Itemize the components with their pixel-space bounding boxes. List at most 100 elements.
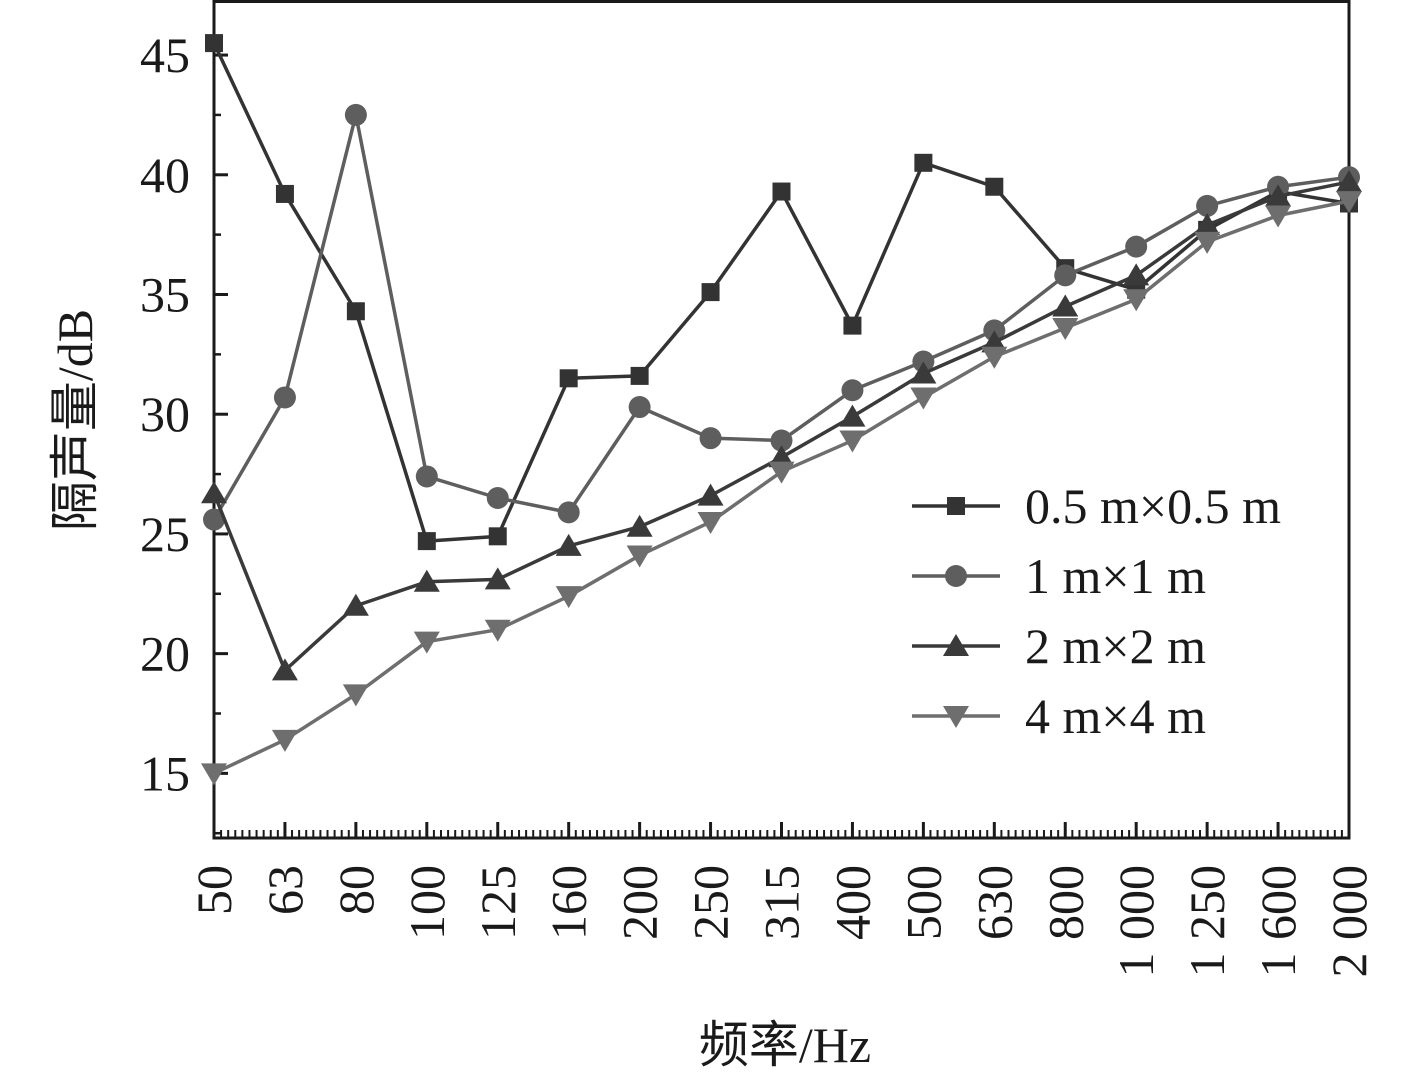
data-point xyxy=(630,366,649,385)
x-tick-label: 400 xyxy=(824,865,880,940)
x-tick-label: 125 xyxy=(470,865,526,940)
x-tick-label: 63 xyxy=(257,865,313,915)
data-point xyxy=(910,361,937,384)
data-point xyxy=(415,465,438,488)
data-point xyxy=(413,569,440,592)
x-tick-label: 250 xyxy=(683,865,739,940)
data-point xyxy=(203,508,225,531)
data-point xyxy=(488,527,507,546)
data-point xyxy=(205,34,223,53)
y-tick-label: 40 xyxy=(140,147,190,203)
legend-label: 2 m×2 m xyxy=(1025,618,1206,674)
data-point xyxy=(772,182,791,201)
data-point xyxy=(1123,289,1150,312)
legend-marker xyxy=(943,634,969,656)
data-point xyxy=(839,404,866,427)
data-point xyxy=(1336,169,1362,192)
y-tick-label: 30 xyxy=(140,386,190,442)
data-point xyxy=(201,763,227,786)
legend: 0.5 m×0.5 m 1 m×1 m 2 m×2 m 4 m×4 m xyxy=(912,478,1281,744)
x-tick-label: 160 xyxy=(541,865,597,940)
legend-label: 4 m×4 m xyxy=(1025,688,1206,744)
data-point xyxy=(346,302,365,321)
legend-item: 4 m×4 m xyxy=(912,688,1206,744)
x-axis-label: 频率/Hz xyxy=(699,1017,871,1072)
data-point xyxy=(1052,294,1079,317)
data-point xyxy=(344,103,367,126)
data-point xyxy=(1265,205,1292,228)
data-point xyxy=(626,514,653,537)
data-point xyxy=(417,532,436,551)
legend-marker xyxy=(945,565,967,587)
legend-item: 1 m×1 m xyxy=(912,548,1206,604)
data-point xyxy=(271,658,298,681)
data-point xyxy=(484,567,511,590)
data-point xyxy=(484,619,511,642)
x-tick-label: 100 xyxy=(399,865,455,940)
x-tick-label: 80 xyxy=(328,865,384,915)
data-point xyxy=(841,379,864,402)
data-point xyxy=(628,396,651,419)
legend-marker xyxy=(947,497,965,515)
data-point xyxy=(770,429,793,452)
y-tick-label: 15 xyxy=(140,745,190,801)
data-point xyxy=(910,387,937,410)
data-point xyxy=(981,346,1008,369)
y-axis-label: 隔声量/dB xyxy=(47,309,103,531)
x-tick-label: 500 xyxy=(895,865,951,940)
x-tick-label: 1 250 xyxy=(1179,865,1235,978)
data-point xyxy=(1336,191,1362,214)
x-tick-label: 2 000 xyxy=(1321,865,1377,978)
y-tick-label: 45 xyxy=(140,27,190,83)
series-2 xyxy=(203,103,1360,531)
data-point xyxy=(271,729,298,752)
x-tick-label: 800 xyxy=(1037,865,1093,940)
data-point xyxy=(413,631,440,654)
data-point xyxy=(914,153,933,172)
y-tick-label: 20 xyxy=(140,626,190,682)
data-point xyxy=(342,684,369,707)
data-point xyxy=(1265,184,1292,207)
axis-ticks: 15 20 25 30 35 40 45 50 63 80 100 125 160 200 250 315 40… xyxy=(140,27,1377,977)
data-point xyxy=(1196,194,1219,217)
data-point xyxy=(555,533,582,556)
data-point xyxy=(555,586,582,609)
series-group xyxy=(201,34,1362,786)
data-point xyxy=(559,369,578,388)
x-tick-label: 630 xyxy=(966,865,1022,940)
data-point xyxy=(839,430,866,453)
x-tick-label: 1 600 xyxy=(1250,865,1306,978)
data-point xyxy=(699,427,722,450)
data-point xyxy=(697,511,724,534)
legend-label: 0.5 m×0.5 m xyxy=(1025,478,1281,534)
data-point xyxy=(342,593,369,616)
data-point xyxy=(985,177,1004,196)
x-tick-label: 200 xyxy=(612,865,668,940)
legend-item: 0.5 m×0.5 m xyxy=(912,478,1281,534)
y-tick-label: 35 xyxy=(140,266,190,322)
series-3 xyxy=(201,169,1362,681)
data-point xyxy=(768,461,795,484)
data-point xyxy=(1125,235,1148,258)
data-point xyxy=(557,501,580,524)
data-point xyxy=(626,545,653,568)
data-point xyxy=(486,487,509,510)
data-point xyxy=(697,483,724,506)
x-tick-label: 1 000 xyxy=(1108,865,1164,978)
data-point xyxy=(1123,263,1150,286)
data-point xyxy=(1052,318,1079,341)
legend-marker xyxy=(943,706,969,728)
legend-label: 1 m×1 m xyxy=(1025,548,1206,604)
x-tick-label: 315 xyxy=(754,865,810,940)
data-point xyxy=(1194,231,1221,254)
data-point xyxy=(201,481,227,504)
data-point xyxy=(1054,264,1077,287)
series-4 xyxy=(201,191,1362,786)
data-point xyxy=(843,316,862,335)
data-point xyxy=(1194,213,1221,236)
x-tick-label: 50 xyxy=(186,865,242,915)
data-point xyxy=(701,283,720,302)
y-tick-label: 25 xyxy=(140,506,190,562)
data-point xyxy=(273,386,296,409)
